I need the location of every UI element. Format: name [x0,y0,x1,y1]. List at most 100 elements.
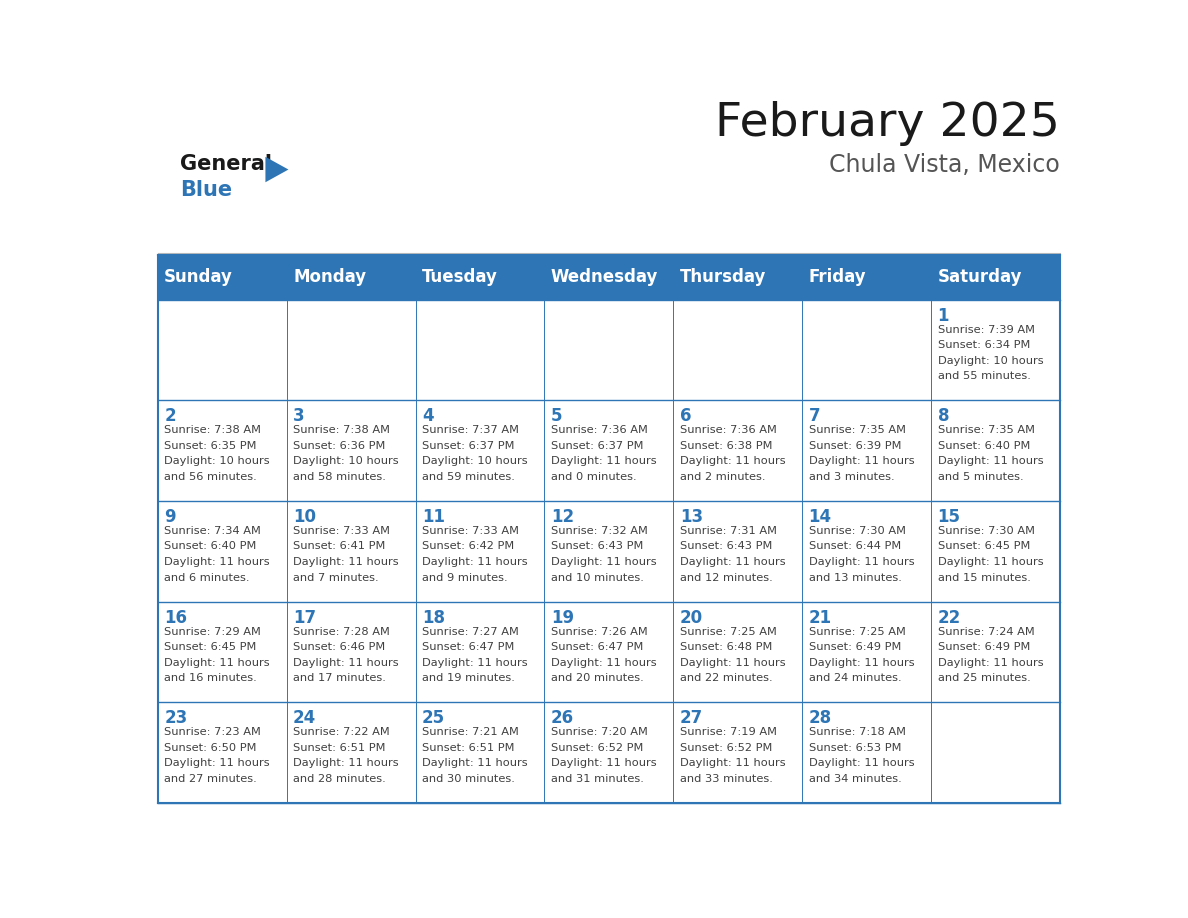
Text: Sunrise: 7:28 AM: Sunrise: 7:28 AM [293,626,390,636]
Text: and 6 minutes.: and 6 minutes. [164,573,249,583]
Text: Sunset: 6:45 PM: Sunset: 6:45 PM [937,542,1030,552]
Text: and 34 minutes.: and 34 minutes. [809,774,902,784]
Text: and 7 minutes.: and 7 minutes. [293,573,379,583]
Text: Daylight: 11 hours: Daylight: 11 hours [680,456,785,466]
Text: Sunset: 6:43 PM: Sunset: 6:43 PM [551,542,643,552]
Bar [158,702,286,803]
Text: Sunset: 6:38 PM: Sunset: 6:38 PM [680,441,772,451]
Text: 17: 17 [293,609,316,627]
Text: Sunset: 6:36 PM: Sunset: 6:36 PM [293,441,385,451]
Text: 4: 4 [422,408,434,425]
Bar [674,299,802,400]
Text: Daylight: 11 hours: Daylight: 11 hours [293,657,399,667]
Text: Sunrise: 7:23 AM: Sunrise: 7:23 AM [164,727,261,737]
Text: and 9 minutes.: and 9 minutes. [422,573,507,583]
Text: Sunset: 6:40 PM: Sunset: 6:40 PM [937,441,1030,451]
Text: 26: 26 [551,710,574,727]
Text: Sunrise: 7:22 AM: Sunrise: 7:22 AM [293,727,390,737]
Bar [802,702,931,803]
Bar [286,601,416,702]
Text: Monday: Monday [293,268,366,286]
Bar [674,501,802,601]
Text: Sunrise: 7:25 AM: Sunrise: 7:25 AM [809,626,905,636]
Text: Sunrise: 7:29 AM: Sunrise: 7:29 AM [164,626,261,636]
Text: Sunset: 6:49 PM: Sunset: 6:49 PM [809,642,901,652]
Text: Sunset: 6:35 PM: Sunset: 6:35 PM [164,441,257,451]
Text: 12: 12 [551,508,574,526]
Bar [158,501,286,601]
Text: Daylight: 11 hours: Daylight: 11 hours [164,657,270,667]
Text: Chula Vista, Mexico: Chula Vista, Mexico [829,153,1060,177]
Text: and 5 minutes.: and 5 minutes. [937,472,1023,482]
Text: Daylight: 11 hours: Daylight: 11 hours [937,657,1043,667]
Text: Daylight: 11 hours: Daylight: 11 hours [551,456,657,466]
Text: Sunrise: 7:30 AM: Sunrise: 7:30 AM [937,526,1035,536]
Text: 9: 9 [164,508,176,526]
Text: 27: 27 [680,710,703,727]
Text: Sunrise: 7:36 AM: Sunrise: 7:36 AM [551,425,647,435]
Text: Sunrise: 7:38 AM: Sunrise: 7:38 AM [164,425,261,435]
Text: Tuesday: Tuesday [422,268,498,286]
Text: Sunrise: 7:37 AM: Sunrise: 7:37 AM [422,425,519,435]
Text: and 28 minutes.: and 28 minutes. [293,774,386,784]
Text: Daylight: 11 hours: Daylight: 11 hours [680,557,785,567]
Text: Sunset: 6:42 PM: Sunset: 6:42 PM [422,542,514,552]
Text: Saturday: Saturday [937,268,1022,286]
Text: 11: 11 [422,508,446,526]
Text: Daylight: 11 hours: Daylight: 11 hours [551,657,657,667]
Text: Sunset: 6:53 PM: Sunset: 6:53 PM [809,743,902,753]
Bar [931,702,1060,803]
Bar [158,299,286,400]
Text: Sunset: 6:45 PM: Sunset: 6:45 PM [164,642,257,652]
Bar [674,400,802,501]
Text: and 55 minutes.: and 55 minutes. [937,371,1030,381]
Text: 23: 23 [164,710,188,727]
Text: Sunrise: 7:20 AM: Sunrise: 7:20 AM [551,727,647,737]
Bar [286,702,416,803]
Text: 22: 22 [937,609,961,627]
Text: Daylight: 11 hours: Daylight: 11 hours [680,758,785,768]
Text: Sunrise: 7:31 AM: Sunrise: 7:31 AM [680,526,777,536]
Text: and 16 minutes.: and 16 minutes. [164,673,257,683]
Text: Daylight: 11 hours: Daylight: 11 hours [293,557,399,567]
Text: and 0 minutes.: and 0 minutes. [551,472,637,482]
Text: Sunrise: 7:35 AM: Sunrise: 7:35 AM [937,425,1035,435]
Text: 15: 15 [937,508,961,526]
Text: Sunrise: 7:24 AM: Sunrise: 7:24 AM [937,626,1035,636]
Text: General: General [179,154,272,174]
Text: Sunrise: 7:18 AM: Sunrise: 7:18 AM [809,727,905,737]
Text: Sunset: 6:47 PM: Sunset: 6:47 PM [422,642,514,652]
Bar [544,501,674,601]
Text: and 20 minutes.: and 20 minutes. [551,673,644,683]
Text: Daylight: 10 hours: Daylight: 10 hours [422,456,527,466]
Bar [286,299,416,400]
Text: Sunset: 6:52 PM: Sunset: 6:52 PM [680,743,772,753]
Text: Sunrise: 7:30 AM: Sunrise: 7:30 AM [809,526,905,536]
Text: and 59 minutes.: and 59 minutes. [422,472,514,482]
Bar [931,601,1060,702]
Text: Sunrise: 7:25 AM: Sunrise: 7:25 AM [680,626,777,636]
Text: and 12 minutes.: and 12 minutes. [680,573,772,583]
Text: Daylight: 11 hours: Daylight: 11 hours [164,557,270,567]
Text: Daylight: 11 hours: Daylight: 11 hours [937,456,1043,466]
Text: and 19 minutes.: and 19 minutes. [422,673,514,683]
Bar [158,601,286,702]
Bar [544,702,674,803]
Text: and 56 minutes.: and 56 minutes. [164,472,257,482]
Bar [544,299,674,400]
Text: Sunset: 6:40 PM: Sunset: 6:40 PM [164,542,257,552]
Text: and 10 minutes.: and 10 minutes. [551,573,644,583]
Text: Daylight: 11 hours: Daylight: 11 hours [164,758,270,768]
Text: and 30 minutes.: and 30 minutes. [422,774,514,784]
Text: and 31 minutes.: and 31 minutes. [551,774,644,784]
Text: Daylight: 11 hours: Daylight: 11 hours [680,657,785,667]
Text: 21: 21 [809,609,832,627]
Text: 28: 28 [809,710,832,727]
Text: Sunset: 6:50 PM: Sunset: 6:50 PM [164,743,257,753]
Text: February 2025: February 2025 [715,100,1060,145]
Text: 2: 2 [164,408,176,425]
Text: and 58 minutes.: and 58 minutes. [293,472,386,482]
Text: 25: 25 [422,710,446,727]
Text: 5: 5 [551,408,562,425]
Text: Daylight: 11 hours: Daylight: 11 hours [422,657,527,667]
